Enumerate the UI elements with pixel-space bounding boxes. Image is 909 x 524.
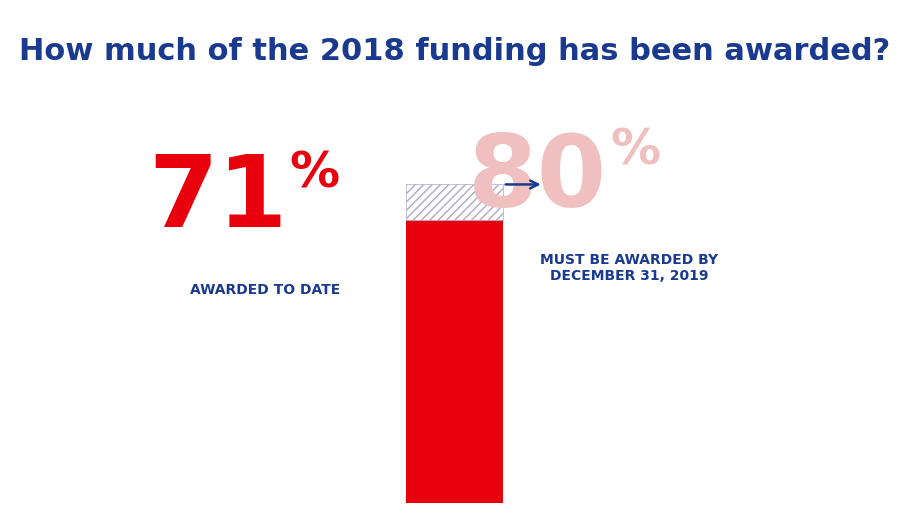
Text: 71: 71 <box>148 151 287 248</box>
Text: %: % <box>610 126 661 174</box>
Text: AWARDED TO DATE: AWARDED TO DATE <box>190 283 340 297</box>
Text: MUST BE AWARDED BY
DECEMBER 31, 2019: MUST BE AWARDED BY DECEMBER 31, 2019 <box>540 253 718 283</box>
Bar <box>406 184 503 220</box>
Text: 80: 80 <box>467 130 606 228</box>
Text: %: % <box>290 149 340 197</box>
Bar <box>406 220 503 503</box>
Text: How much of the 2018 funding has been awarded?: How much of the 2018 funding has been aw… <box>19 37 890 66</box>
